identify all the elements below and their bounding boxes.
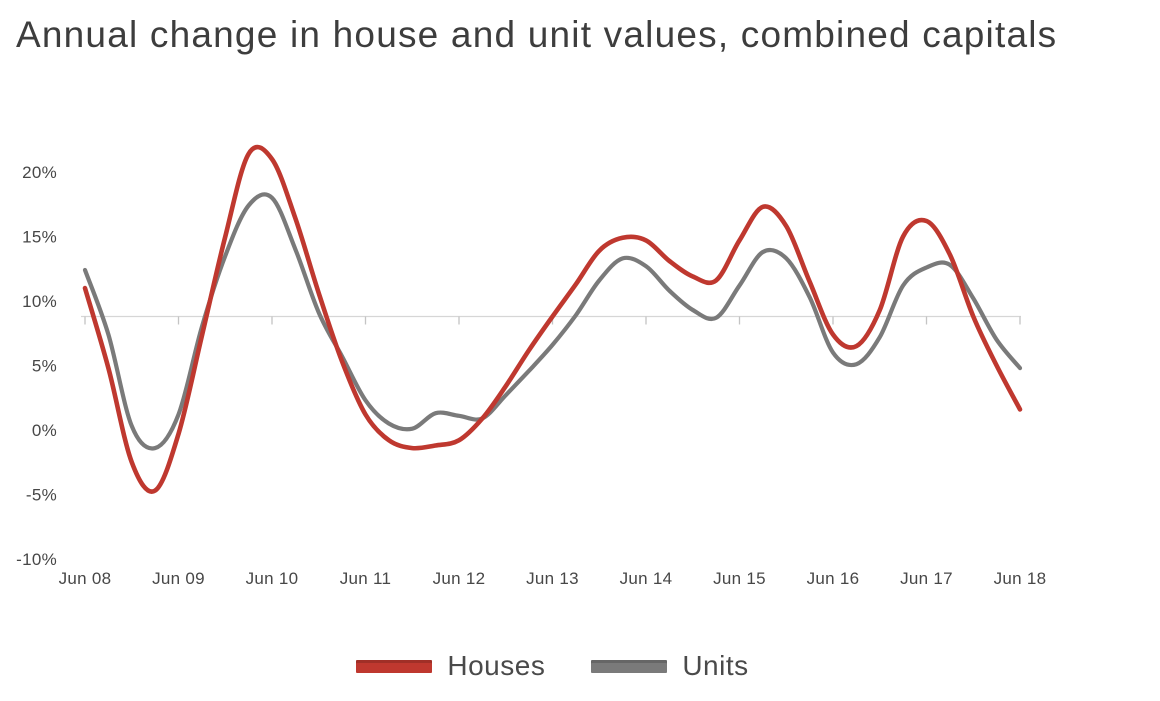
x-axis-tick-label: Jun 12 [433, 569, 486, 588]
y-axis-tick-label: -10% [16, 550, 57, 569]
houses-legend-label: Houses [447, 650, 546, 681]
x-axis-tick-label: Jun 11 [340, 569, 392, 588]
x-axis-tick-label: Jun 09 [152, 569, 205, 588]
y-axis-tick-label: 5% [32, 357, 57, 376]
legend-item-houses: Houses [356, 650, 545, 682]
x-axis-tick-label: Jun 14 [620, 569, 673, 588]
chart-legend: Houses Units [85, 646, 1020, 686]
x-axis-tick-label: Jun 08 [59, 569, 112, 588]
x-axis-tick-label: Jun 10 [246, 569, 299, 588]
y-axis-tick-label: 10% [22, 292, 57, 311]
units-line-swatch [591, 659, 668, 673]
units-legend-label: Units [682, 650, 749, 681]
units-line [82, 192, 1023, 451]
chart-title: Annual change in house and unit values, … [16, 14, 1058, 55]
x-axis-tick-label: Jun 17 [900, 569, 953, 588]
legend-item-units: Units [591, 650, 748, 682]
y-axis-tick-label: 0% [32, 421, 57, 440]
x-axis-tick-label: Jun 15 [713, 569, 766, 588]
x-axis-tick-label: Jun 13 [526, 569, 579, 588]
x-axis-tick-label: Jun 18 [994, 569, 1047, 588]
y-axis-tick-label: 20% [22, 163, 57, 182]
line-chart: Jun 08 Jun 09 Jun 10 Jun 11 Jun 12 Jun 13 Jun … [16, 144, 1047, 588]
y-axis-tick-label: 15% [22, 228, 57, 247]
houses-line-swatch [356, 659, 433, 673]
houses-line [82, 144, 1023, 494]
chart-area: Jun 08 Jun 09 Jun 10 Jun 11 Jun 12 Jun 13 Jun … [0, 70, 1160, 630]
x-axis-tick-label: Jun 16 [807, 569, 860, 588]
y-axis-tick-label: -5% [26, 486, 57, 505]
